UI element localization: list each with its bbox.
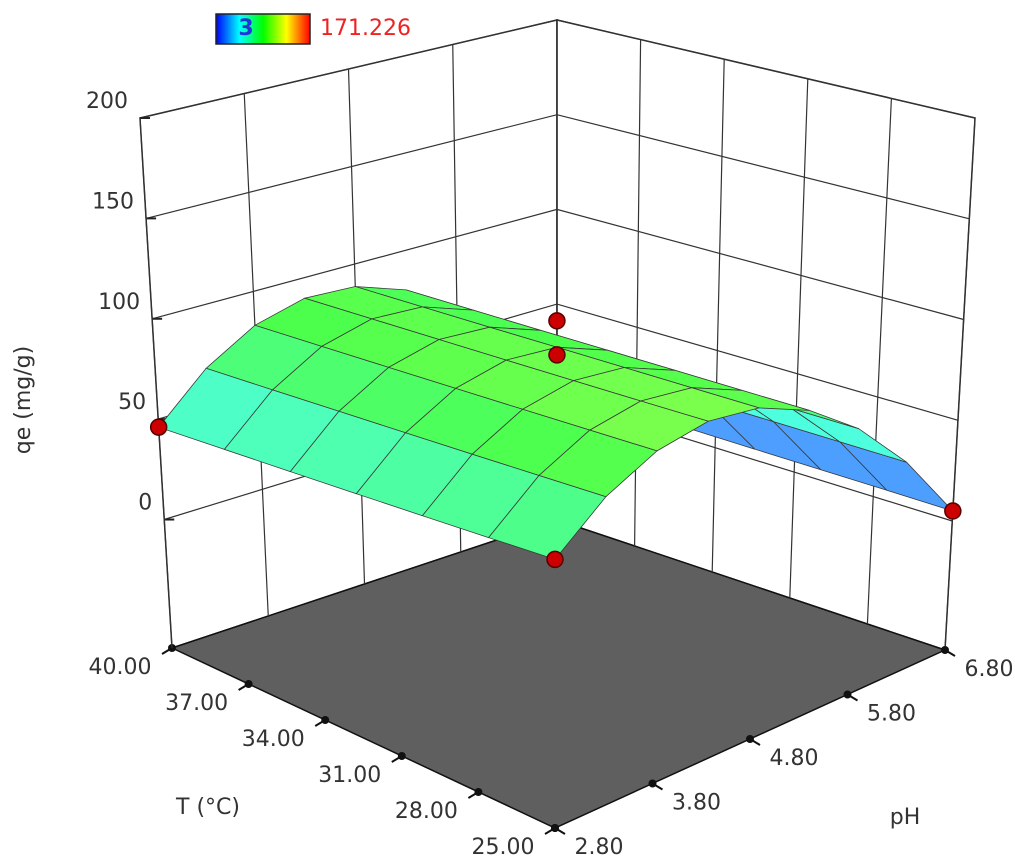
design-point xyxy=(548,312,566,330)
x-tick-label: 28.00 xyxy=(395,799,458,824)
x-tick-label: 25.00 xyxy=(472,835,535,860)
design-point xyxy=(546,550,564,569)
tick-dot xyxy=(941,646,949,654)
y-tick-label: 5.80 xyxy=(867,702,916,727)
z-tick-label: 150 xyxy=(92,189,134,214)
y-tick-label: 4.80 xyxy=(770,746,819,771)
tick-dot xyxy=(321,716,330,724)
grid-line xyxy=(139,117,173,649)
tick-dot xyxy=(746,735,754,743)
design-point xyxy=(548,346,566,364)
design-point xyxy=(944,502,962,520)
tick-dot xyxy=(551,824,559,832)
y-tick-label: 2.80 xyxy=(575,835,624,860)
colorbar-max: 171.226 xyxy=(320,16,411,41)
design-point xyxy=(149,418,168,436)
z-tick-label: 0 xyxy=(138,491,152,516)
surface-cell xyxy=(487,475,607,560)
z-tick-label: 50 xyxy=(118,390,146,415)
x-tick-label: 37.00 xyxy=(165,691,228,716)
tick-dot xyxy=(474,788,483,796)
y-axis-title: pH xyxy=(890,805,921,830)
y-tick-label: 3.80 xyxy=(672,791,721,816)
colorbar-min: 3 xyxy=(238,16,253,41)
x-tick-label: 31.00 xyxy=(318,763,381,788)
y-tick-label: 6.80 xyxy=(965,657,1014,682)
tick-dot xyxy=(648,779,657,788)
z-tick-label: 200 xyxy=(86,89,128,114)
plot: 0 50 100 150 200 25.00 28.00 31.00 34.00 37.00 40.… xyxy=(86,19,1014,860)
z-tick-label: 100 xyxy=(98,290,140,315)
colorbar xyxy=(215,13,311,45)
x-axis-title: T (°C) xyxy=(175,795,240,820)
grid-line xyxy=(944,117,976,651)
grid-line xyxy=(711,59,725,573)
tick-dot xyxy=(244,680,253,688)
grid-line xyxy=(866,98,892,625)
x-tick-label: 34.00 xyxy=(242,727,305,752)
grid-line xyxy=(789,78,809,599)
x-tick-label: 40.00 xyxy=(89,655,152,680)
tick-dot xyxy=(843,690,852,699)
tick-dot xyxy=(397,752,406,760)
z-axis-title: qe (mg/g) xyxy=(11,346,36,454)
